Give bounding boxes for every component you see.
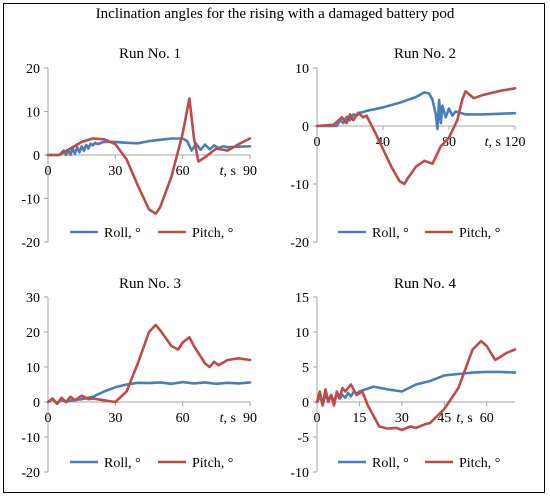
x-tick-label: 0 bbox=[45, 411, 52, 426]
x-tick-label: 15 bbox=[352, 411, 366, 426]
y-tick-label: 10 bbox=[295, 326, 309, 341]
series-line-pitch bbox=[46, 97, 252, 215]
x-tick-label: 90 bbox=[243, 411, 257, 426]
legend-label-pitch: Pitch, ° bbox=[192, 456, 233, 471]
x-tick-label: 30 bbox=[395, 411, 409, 426]
x-axis-label: t, s bbox=[220, 164, 236, 179]
x-tick-label: 30 bbox=[108, 411, 122, 426]
y-tick-label: 0 bbox=[302, 120, 309, 135]
x-tick-label: 0 bbox=[45, 164, 52, 179]
series-line-roll bbox=[315, 91, 517, 131]
figure-frame bbox=[3, 3, 545, 493]
y-tick-label: 20 bbox=[26, 326, 40, 341]
figure-title: Inclination angles for the rising with a… bbox=[95, 6, 455, 22]
chart-title: Run No. 2 bbox=[394, 46, 456, 62]
legend-label-pitch: Pitch, ° bbox=[459, 226, 500, 241]
chart-title: Run No. 3 bbox=[119, 276, 181, 292]
x-tick-label: 30 bbox=[108, 164, 122, 179]
y-tick-label: 15 bbox=[295, 291, 309, 306]
legend-label-pitch: Pitch, ° bbox=[192, 226, 233, 241]
y-tick-label: -20 bbox=[290, 236, 309, 251]
legend-label-roll: Roll, ° bbox=[372, 456, 409, 471]
y-tick-label: 0 bbox=[33, 149, 40, 164]
y-tick-label: -5 bbox=[297, 431, 309, 446]
y-tick-label: 30 bbox=[26, 291, 40, 306]
chart-run-1: Run No. 1 -20 -10 0 10 20 0 30 60 90 t, s Roll, ° Pi… bbox=[21, 46, 257, 251]
chart-title: Run No. 4 bbox=[394, 276, 457, 292]
x-tick-label: 60 bbox=[176, 164, 190, 179]
x-tick-label: 0 bbox=[314, 135, 321, 150]
x-axis-label: t, s bbox=[485, 135, 501, 150]
legend-label-roll: Roll, ° bbox=[104, 226, 141, 241]
x-axis-label: t, s bbox=[220, 411, 236, 426]
x-axis-label: t, s bbox=[456, 411, 472, 426]
series-line-pitch bbox=[46, 323, 252, 406]
y-tick-label: 20 bbox=[26, 62, 40, 77]
y-tick-label: -10 bbox=[21, 193, 40, 208]
x-tick-label: 60 bbox=[480, 411, 494, 426]
x-tick-label: 120 bbox=[505, 135, 526, 150]
series-line-pitch bbox=[315, 339, 517, 432]
y-tick-label: 10 bbox=[26, 361, 40, 376]
y-tick-label: -10 bbox=[290, 178, 309, 193]
y-tick-label: -20 bbox=[21, 466, 40, 481]
chart-run-3: Run No. 3 -20 -10 0 10 20 30 0 30 60 90 t, s Roll, °… bbox=[21, 276, 257, 481]
x-tick-label: 0 bbox=[314, 411, 321, 426]
chart-title: Run No. 1 bbox=[119, 46, 181, 62]
y-tick-label: 10 bbox=[295, 62, 309, 77]
y-tick-label: -10 bbox=[21, 431, 40, 446]
y-tick-label: 0 bbox=[302, 396, 309, 411]
legend-label-roll: Roll, ° bbox=[104, 456, 141, 471]
legend-label-pitch: Pitch, ° bbox=[459, 456, 500, 471]
series-line-roll bbox=[46, 380, 252, 405]
chart-run-4: Run No. 4 -10 -5 0 5 10 15 0 15 30 45 60 t, s Roll, °… bbox=[290, 276, 517, 481]
y-tick-label: 5 bbox=[302, 361, 309, 376]
x-tick-label: 45 bbox=[437, 411, 451, 426]
y-tick-label: -10 bbox=[290, 466, 309, 481]
x-tick-label: 60 bbox=[176, 411, 190, 426]
y-tick-label: 0 bbox=[33, 396, 40, 411]
series-line-roll bbox=[46, 137, 252, 157]
x-tick-label: 90 bbox=[243, 164, 257, 179]
y-tick-label: -20 bbox=[21, 236, 40, 251]
legend-label-roll: Roll, ° bbox=[372, 226, 409, 241]
x-tick-label: 80 bbox=[442, 135, 456, 150]
series-line-pitch bbox=[315, 87, 517, 186]
y-tick-label: 10 bbox=[26, 106, 40, 121]
